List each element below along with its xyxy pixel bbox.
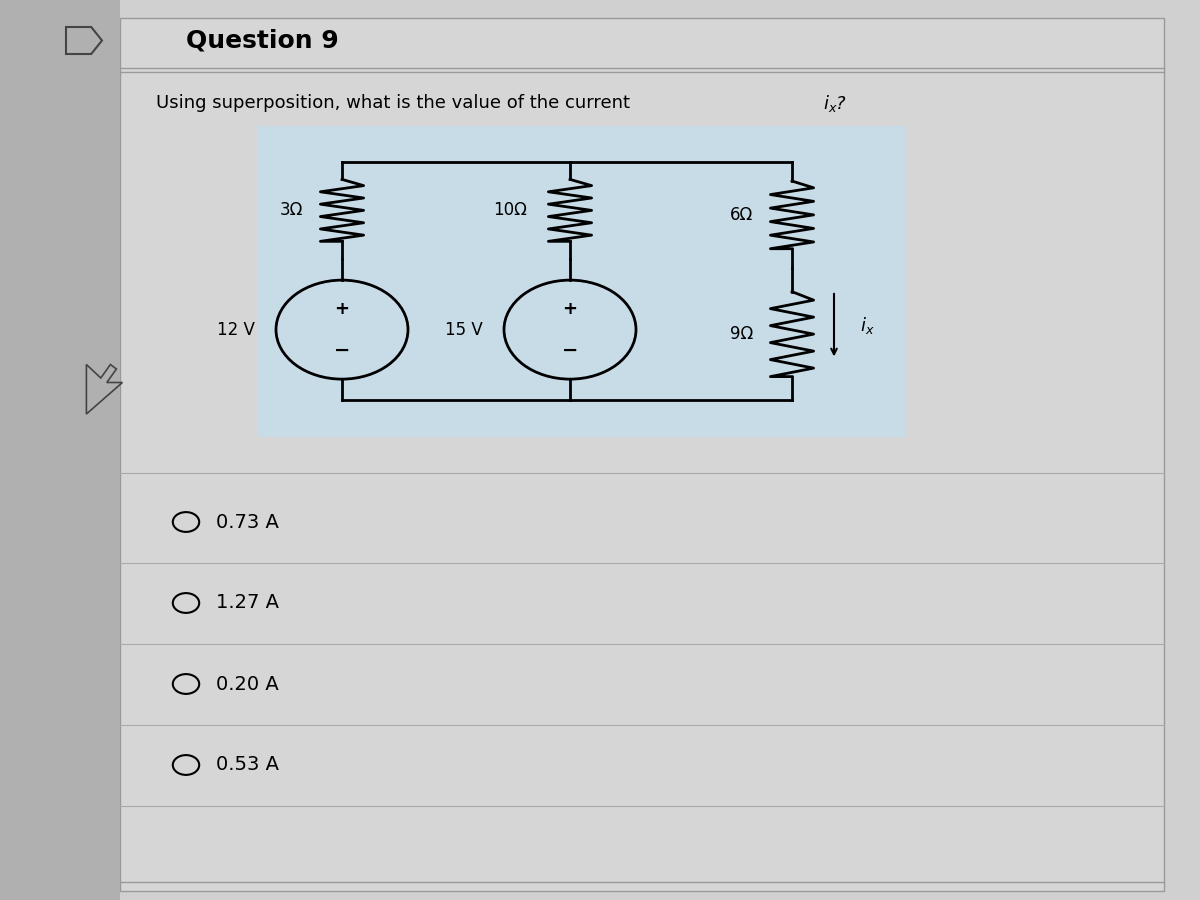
Text: $i_x$?: $i_x$? <box>823 93 847 114</box>
Text: 9Ω: 9Ω <box>730 325 754 343</box>
Text: Using superposition, what is the value of the current: Using superposition, what is the value o… <box>156 94 636 112</box>
Text: 0.20 A: 0.20 A <box>216 674 278 694</box>
Text: 10Ω: 10Ω <box>493 202 527 220</box>
FancyBboxPatch shape <box>0 0 120 900</box>
Text: 0.53 A: 0.53 A <box>216 755 278 775</box>
Text: +: + <box>563 300 577 318</box>
Text: +: + <box>335 300 349 318</box>
Text: −: − <box>334 341 350 360</box>
Text: 15 V: 15 V <box>445 320 482 338</box>
Text: 1.27 A: 1.27 A <box>216 593 278 613</box>
Text: $i_x$: $i_x$ <box>860 315 875 336</box>
Text: 3Ω: 3Ω <box>280 202 304 220</box>
Text: Question 9: Question 9 <box>186 29 338 52</box>
FancyBboxPatch shape <box>120 18 1164 891</box>
Text: −: − <box>562 341 578 360</box>
Text: 12 V: 12 V <box>216 320 254 338</box>
Text: 0.73 A: 0.73 A <box>216 512 278 532</box>
FancyBboxPatch shape <box>258 126 906 436</box>
Text: 6Ω: 6Ω <box>730 206 754 224</box>
